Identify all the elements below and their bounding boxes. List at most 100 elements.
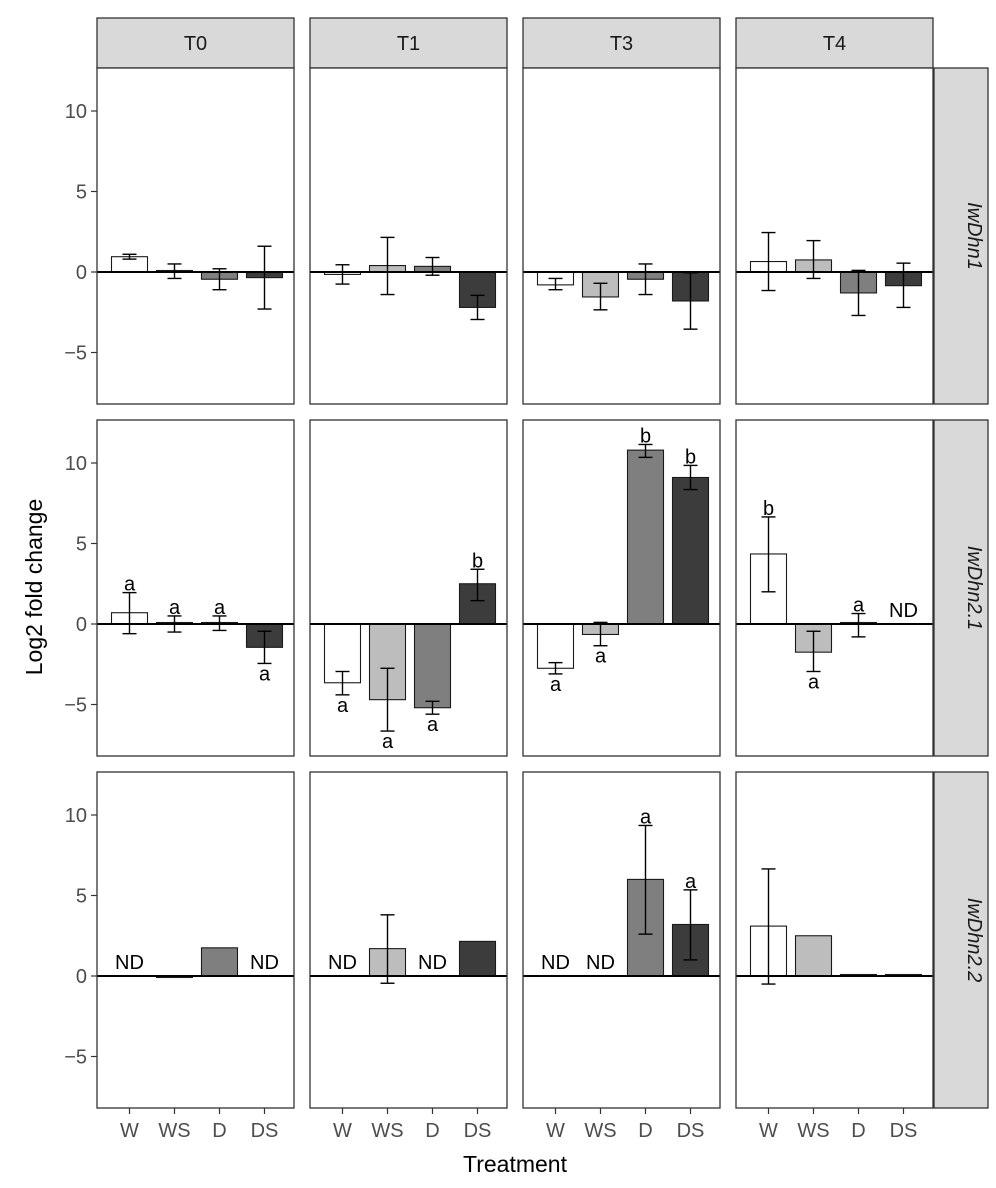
panel-border	[96, 771, 295, 1109]
strip-iwdhn2-1	[933, 419, 989, 757]
panel-iwdhn2-2-t4	[735, 771, 934, 1109]
y-tick-label: 0	[76, 262, 87, 284]
panel-iwdhn2-1-t4: b a a ND	[735, 419, 934, 757]
y-tick-label: −5	[64, 695, 87, 717]
x-axes: W WS D DS W WS D DS W WS D DS W WS D DS	[120, 1108, 917, 1142]
panel-background	[97, 68, 294, 404]
significance-label-d: b	[640, 425, 651, 447]
strip-label-iwdhn2-2: IwDhn2.2	[963, 898, 985, 983]
bar-ds	[458, 940, 497, 977]
significance-label-w: a	[337, 695, 349, 717]
error-bar-ds	[257, 245, 272, 310]
panel-border	[309, 419, 508, 757]
error-bar-ws	[806, 630, 821, 673]
error-bar-w	[335, 264, 350, 285]
panel-iwdhn2-2-t3: ND ND a a	[522, 771, 721, 1109]
x-tick-label-d: D	[425, 1120, 439, 1142]
y-axis-iwdhn2-1: −5 0 5 10	[64, 453, 97, 717]
error-bar-w	[761, 868, 776, 985]
error-bar-ds	[257, 630, 272, 665]
panel-border	[309, 771, 508, 1109]
y-tick-label: 0	[76, 614, 87, 636]
panel-iwdhn2-1-t3: a a b b	[522, 419, 721, 757]
error-bar-d	[212, 268, 227, 291]
error-bar-w	[761, 231, 776, 292]
bar-ws	[368, 623, 407, 701]
strip-label-t1: T1	[397, 33, 420, 55]
significance-label-ds: b	[472, 550, 483, 572]
significance-label-ds: a	[685, 871, 697, 893]
error-bar-ds	[683, 889, 698, 961]
panel-background	[97, 772, 294, 1108]
panel-border	[735, 771, 934, 1109]
bar-w	[536, 623, 575, 669]
x-tick-label-ws: WS	[371, 1120, 403, 1142]
error-bar-d	[425, 256, 440, 276]
error-bar-w	[548, 661, 563, 675]
y-tick-label: −5	[64, 343, 87, 365]
error-bar-ds	[683, 272, 698, 330]
error-bar-d	[638, 263, 653, 296]
panel-border	[96, 67, 295, 405]
y-tick-label: 10	[65, 453, 87, 475]
error-bar-ds	[896, 262, 911, 309]
panel-iwdhn1-t3	[522, 67, 721, 405]
x-tick-label-ws: WS	[584, 1120, 616, 1142]
panel-border	[522, 419, 721, 757]
y-axis-iwdhn2-2: −5 0 5 10	[64, 805, 97, 1069]
panel-iwdhn2-2-t1: ND ND	[309, 771, 508, 1109]
error-bar-ws	[380, 914, 395, 984]
significance-label-d: a	[214, 597, 226, 619]
x-axis-t0: W WS D DS	[120, 1108, 278, 1142]
x-tick-label-ws: WS	[158, 1120, 190, 1142]
row-strips: IwDhn1 IwDhn2.1 IwDhn2.2	[933, 67, 989, 1109]
y-tick-label: −5	[64, 1047, 87, 1069]
x-tick-label-d: D	[851, 1120, 865, 1142]
nd-label-w: ND	[541, 952, 570, 974]
strip-label-t3: T3	[610, 33, 633, 55]
y-tick-label: 5	[76, 534, 87, 556]
significance-label-d: a	[640, 806, 652, 828]
strip-t1	[309, 17, 508, 69]
panel-iwdhn1-t4	[735, 67, 934, 405]
y-axes: −5 0 5 10 −5 0 5 10 −5 0 5 10	[64, 101, 97, 1069]
x-tick-label-w: W	[120, 1120, 139, 1142]
panel-background	[736, 68, 933, 404]
strip-label-iwdhn2-1: IwDhn2.1	[963, 546, 985, 631]
bar-d	[200, 947, 239, 977]
x-tick-label-w: W	[333, 1120, 352, 1142]
strip-label-t0: T0	[184, 33, 207, 55]
x-tick-label-w: W	[759, 1120, 778, 1142]
panel-background	[523, 68, 720, 404]
error-bar-ds	[470, 294, 485, 321]
strip-label-iwdhn1: IwDhn1	[963, 202, 985, 270]
column-strips: T0 T1 T3 T4	[96, 17, 934, 69]
panel-iwdhn1-t0	[96, 67, 295, 405]
strip-t0	[96, 17, 295, 69]
error-bar-d	[212, 615, 227, 632]
x-tick-label-ws: WS	[797, 1120, 829, 1142]
panels: a a a a a a a b a a b b b a a ND ND ND ND ND ND ND a a	[96, 67, 934, 1109]
x-tick-label-ds: DS	[251, 1120, 279, 1142]
x-axis-t3: W WS D DS	[546, 1108, 704, 1142]
error-bar-d	[638, 824, 653, 935]
bar-ws	[794, 935, 833, 977]
nd-label-d: ND	[418, 952, 447, 974]
error-bar-d	[851, 269, 866, 317]
strip-iwdhn2-2	[933, 771, 989, 1109]
y-tick-label: 10	[65, 101, 87, 123]
significance-label-ds: b	[685, 446, 696, 468]
significance-label-w: b	[763, 498, 774, 520]
panel-background	[310, 772, 507, 1108]
nd-label-ds: ND	[889, 600, 918, 622]
x-tick-label-ds: DS	[890, 1120, 918, 1142]
nd-label-ds: ND	[250, 952, 279, 974]
error-bar-w	[122, 591, 137, 635]
significance-label-ws: a	[169, 597, 181, 619]
significance-label-d: a	[427, 714, 439, 736]
x-tick-label-d: D	[212, 1120, 226, 1142]
y-axis-title: Log2 fold change	[21, 499, 47, 676]
error-bar-d	[425, 700, 440, 715]
panel-iwdhn2-1-t0: a a a a	[96, 419, 295, 757]
